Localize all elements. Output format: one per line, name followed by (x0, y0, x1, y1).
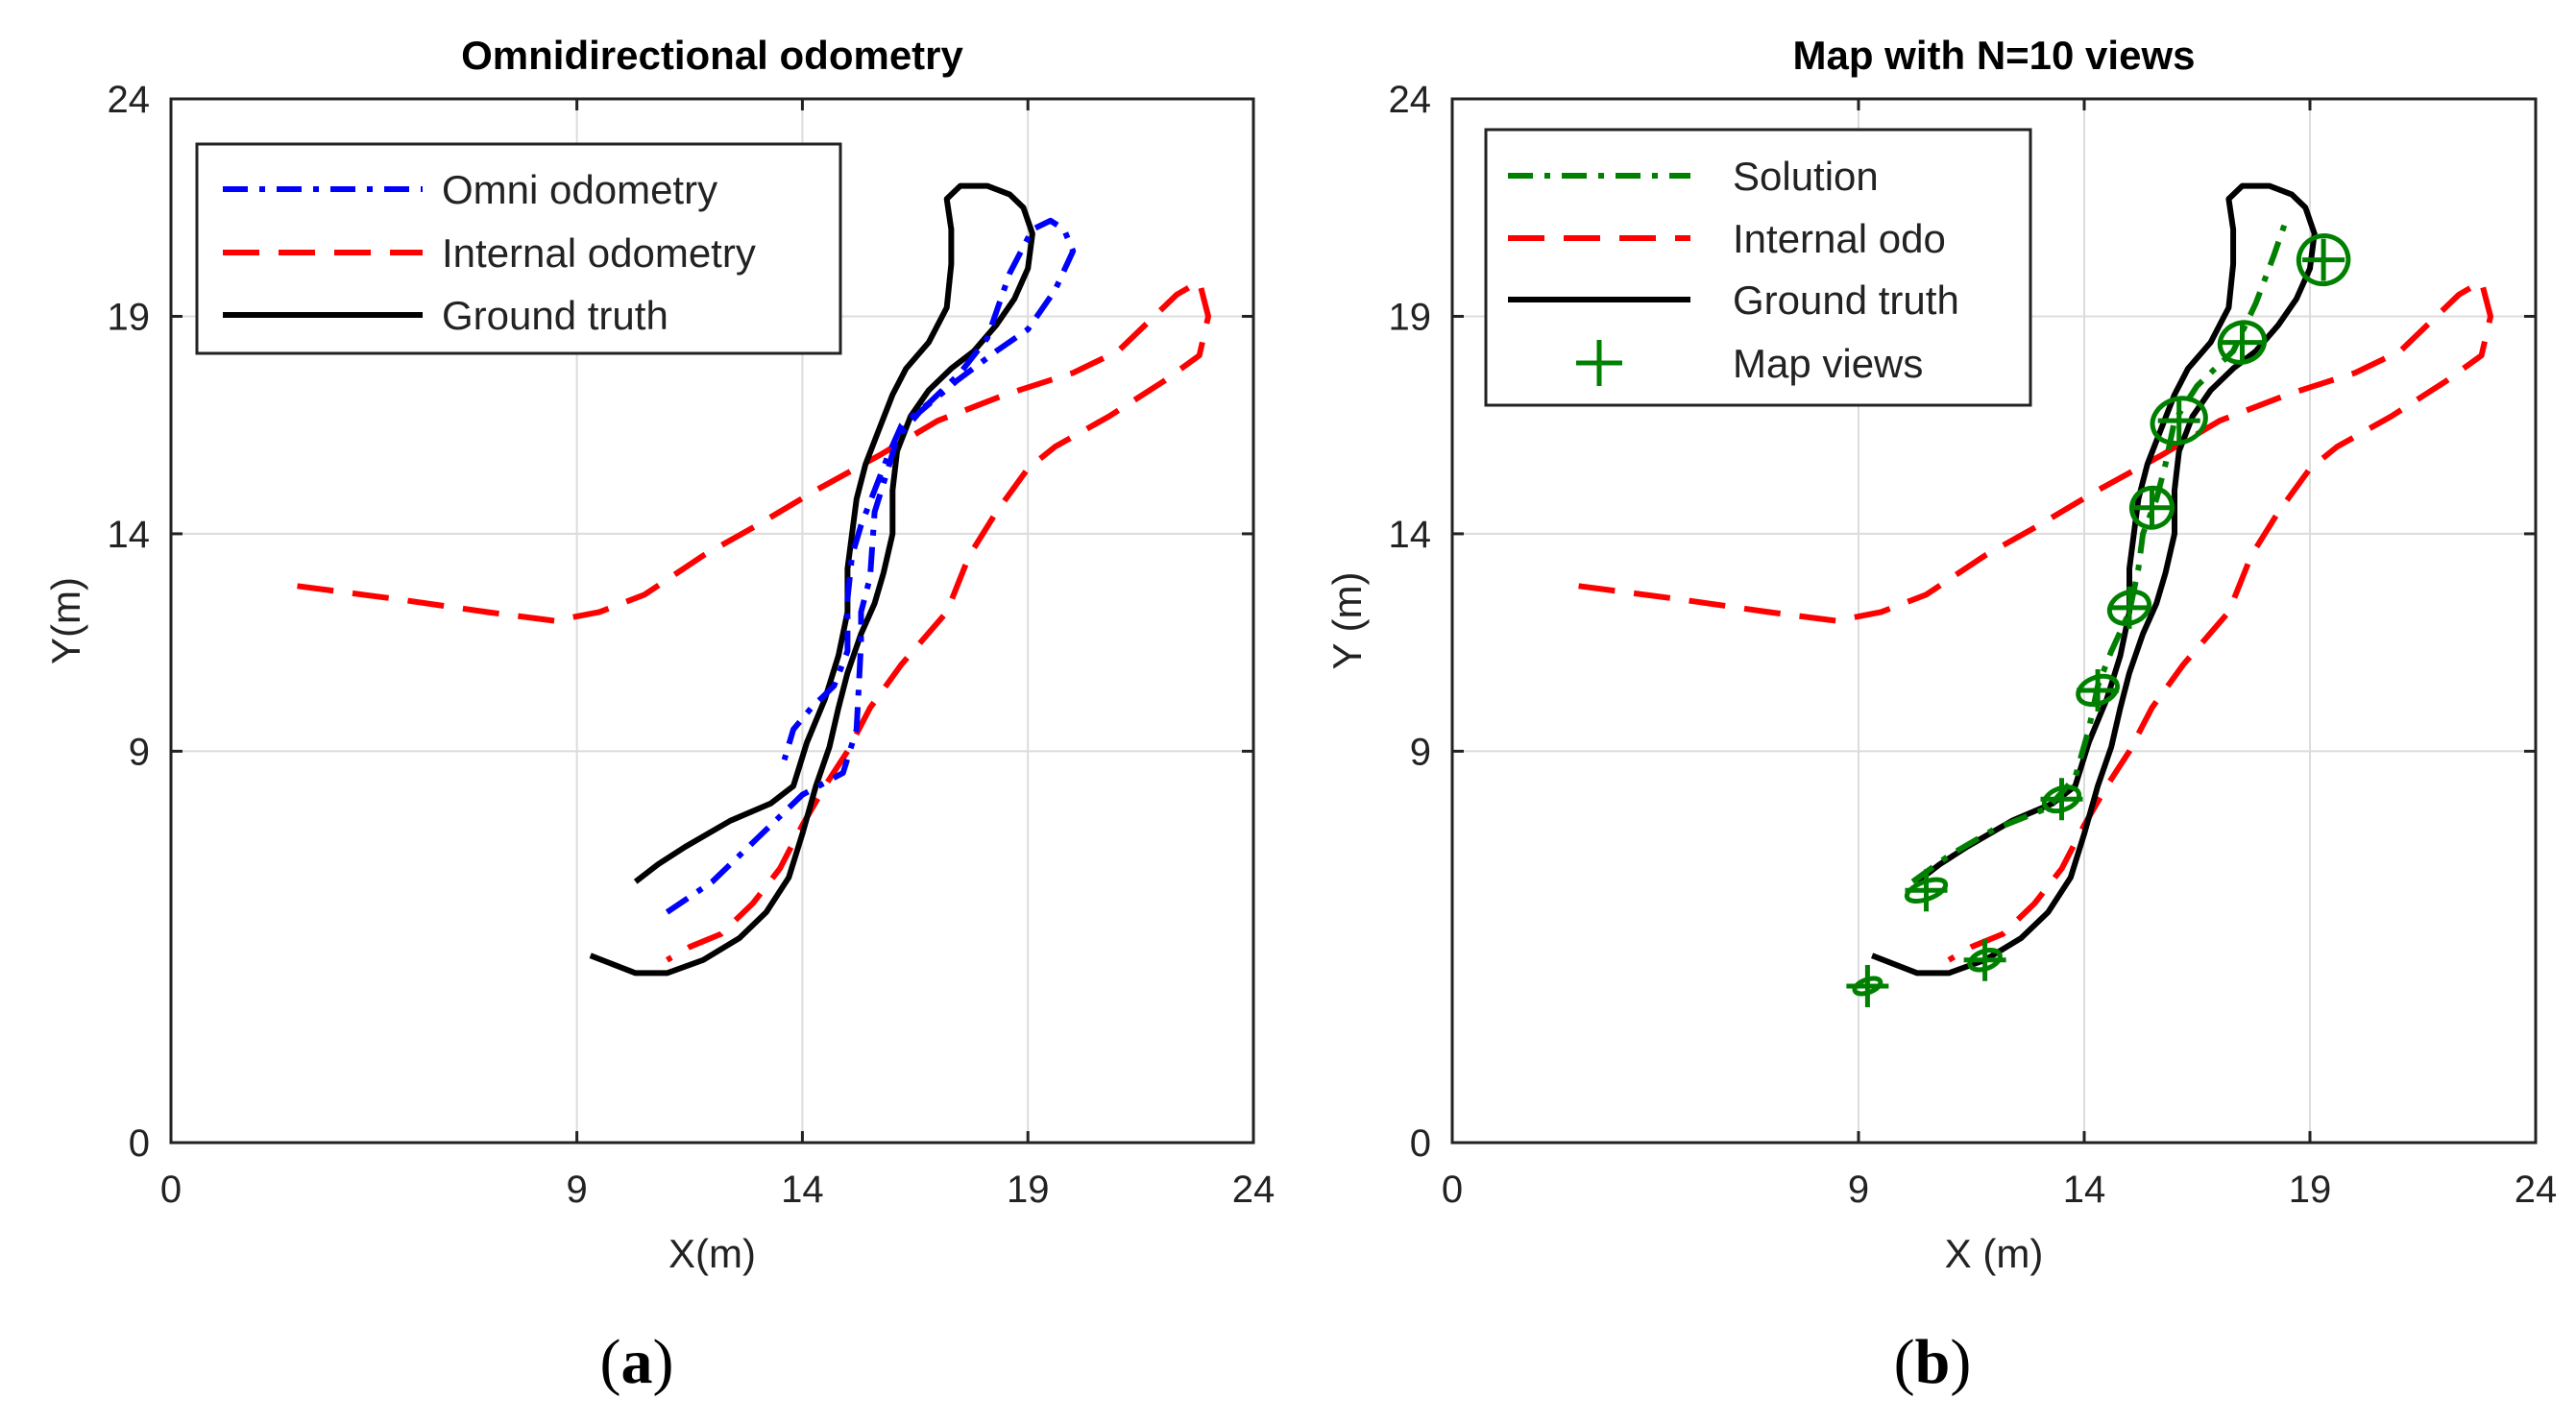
legend-label-solution: Solution (1733, 154, 1879, 199)
legend-label-map-views: Map views (1733, 341, 1923, 386)
y-tick-label: 24 (1389, 79, 1432, 121)
uncertainty-ellipse (2128, 485, 2175, 530)
panel-paren: ) (653, 1327, 674, 1397)
x-axis-label: X(m) (668, 1231, 756, 1276)
x-tick-label: 9 (1848, 1169, 1869, 1211)
x-tick-label: 9 (567, 1169, 588, 1211)
series-line-ground-truth (1871, 182, 2318, 977)
legend: Omni odometry Internal odometry Ground tru… (195, 142, 842, 355)
x-tick-label: 0 (160, 1169, 182, 1211)
series-line-internal-odometry (297, 278, 1211, 963)
y-axis-label: Y (m) (1324, 572, 1370, 670)
map-view-marker (2040, 778, 2083, 821)
uncertainty-ellipse (1904, 877, 1949, 904)
y-tick-label: 9 (1410, 731, 1431, 773)
series-line-omni-odometry (665, 217, 1077, 915)
legend-label-ground-truth: Ground truth (442, 293, 668, 338)
uncertainty-ellipse (2150, 396, 2208, 446)
x-tick-label: 14 (2063, 1169, 2106, 1211)
panel-paren: ) (1950, 1327, 1971, 1397)
y-tick-label: 19 (1389, 296, 1432, 338)
data-layer (297, 182, 1211, 977)
axes-frame (169, 97, 1255, 1145)
legend-swatch-map-views (1576, 340, 1622, 386)
panel-paren: ( (1894, 1327, 1915, 1397)
panel-paren: ( (600, 1327, 621, 1397)
x-tick-label: 0 (1442, 1169, 1463, 1211)
y-tick-label: 0 (129, 1122, 150, 1165)
y-tick-label: 14 (108, 514, 151, 556)
y-tick-label: 9 (129, 731, 150, 773)
map-view-marker (2221, 321, 2264, 364)
panel-letter: b (1915, 1327, 1951, 1397)
map-view-marker (2302, 238, 2345, 281)
chart-panel-2: 0 9 14 19 24 0 9 14 19 24 Map with N=10 views X (m)… (1324, 33, 2557, 1276)
y-tick-label: 0 (1410, 1122, 1431, 1165)
map-view-marker (2157, 399, 2200, 443)
x-axis-label: X (m) (1945, 1231, 2044, 1276)
uncertainty-ellipse (1967, 948, 2003, 973)
panel-label: (a) (600, 1327, 674, 1397)
map-view-marker (1905, 869, 1948, 912)
x-tick-label: 14 (781, 1169, 824, 1211)
map-view-marker (2130, 486, 2174, 529)
legend-label-omni-odometry: Omni odometry (442, 167, 717, 212)
y-axis-label: Y(m) (43, 577, 88, 664)
x-tick-label: 19 (1007, 1169, 1050, 1211)
uncertainty-ellipse (2076, 673, 2121, 708)
panel-label: (b) (1894, 1327, 1972, 1397)
legend-label-internal-odometry: Internal odometry (442, 230, 756, 276)
uncertainty-ellipse (2041, 784, 2082, 814)
legend-label-internal-odo: Internal odo (1733, 216, 1946, 261)
chart-title: Map with N=10 views (1793, 33, 2196, 78)
legend-box (195, 142, 842, 355)
y-tick-label: 24 (108, 79, 151, 121)
chart-title: Omnidirectional odometry (461, 33, 963, 78)
data-layer (1578, 182, 2493, 1007)
series-line-ground-truth (589, 182, 1035, 977)
map-view-marker (1963, 938, 2006, 981)
map-view-marker (2108, 586, 2151, 629)
uncertainty-ellipse (2217, 320, 2268, 365)
uncertainty-ellipse (2106, 589, 2152, 626)
axes-frame (1450, 97, 2538, 1145)
series-line-solution (1910, 215, 2291, 884)
map-view-marker (1846, 964, 1889, 1007)
y-tick-label: 14 (1389, 514, 1432, 556)
legend-label-ground-truth: Ground truth (1733, 277, 1959, 323)
series-line-internal-odo (1578, 278, 2493, 963)
panel-letter: a (621, 1327, 653, 1397)
x-tick-label: 24 (1232, 1169, 1276, 1211)
chart-panel-1: 0 9 14 19 24 0 9 14 19 24 Omnidirectional odometry… (43, 33, 1275, 1276)
x-tick-label: 19 (2289, 1169, 2332, 1211)
legend: Solution Internal odo Ground truth Map view… (1484, 128, 2032, 407)
y-tick-label: 19 (108, 296, 151, 338)
x-tick-label: 24 (2515, 1169, 2558, 1211)
map-view-marker (2077, 668, 2120, 712)
uncertainty-ellipse (2296, 233, 2351, 287)
